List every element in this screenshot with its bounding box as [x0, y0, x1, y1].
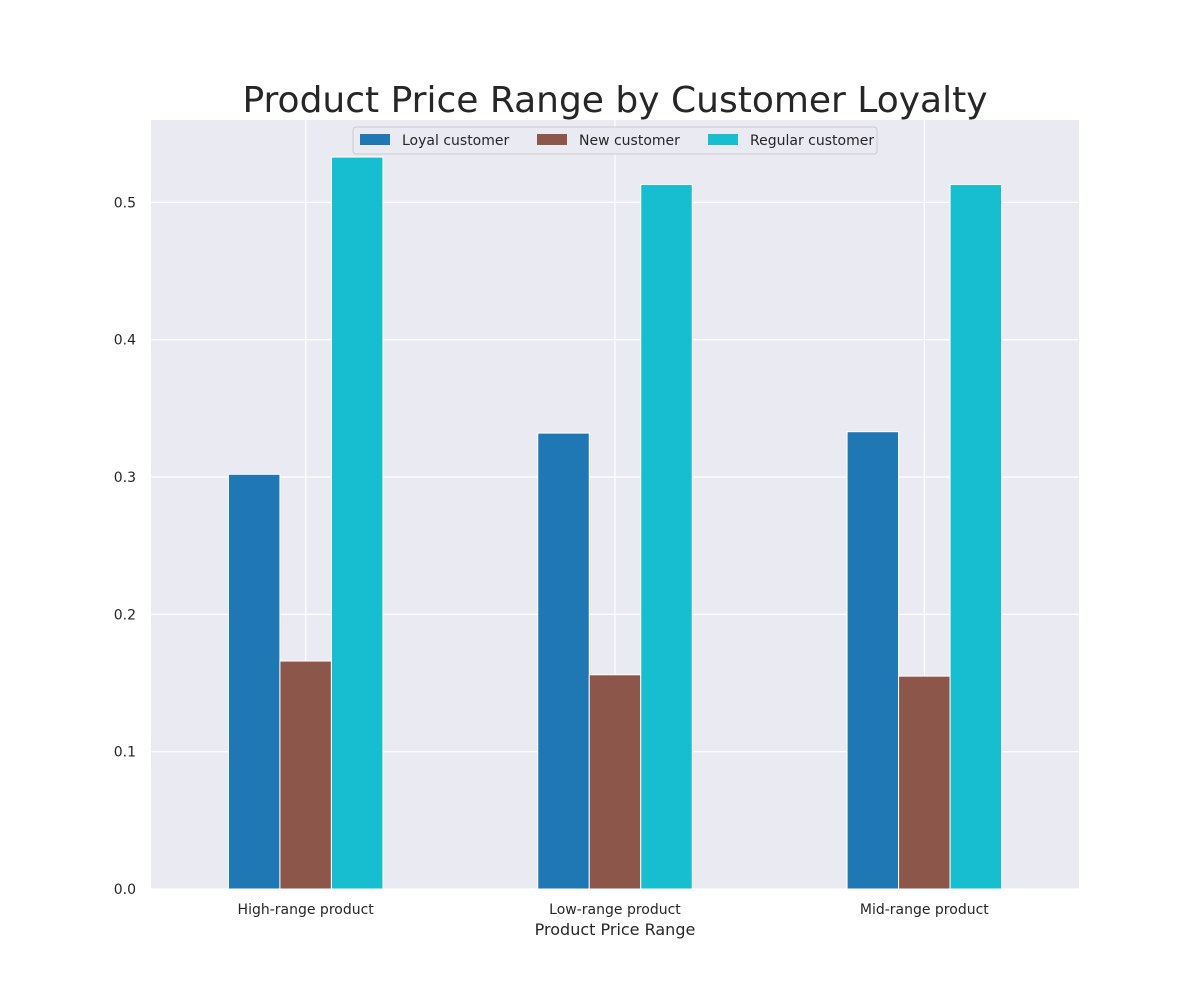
legend-label: Loyal customer — [402, 133, 509, 149]
y-tick-label: 0.4 — [114, 333, 136, 349]
bar-loyal-customer — [846, 431, 900, 890]
y-tick-label: 0.0 — [114, 882, 136, 898]
legend-swatch — [708, 134, 738, 145]
y-tick-label: 0.1 — [114, 745, 136, 761]
bar-loyal-customer — [227, 473, 281, 890]
legend-label: Regular customer — [750, 133, 874, 149]
y-tick-label: 0.3 — [114, 470, 136, 486]
bar-new-customer — [588, 674, 642, 890]
x-tick-label: High-range product — [238, 902, 375, 918]
bar-regular-customer — [640, 184, 693, 890]
chart-title: Product Price Range by Customer Loyalty — [242, 80, 987, 121]
bar-new-customer — [898, 675, 951, 890]
y-tick-label: 0.2 — [114, 607, 136, 623]
x-axis-ticks: High-range product Low-range product Mid-r… — [238, 902, 990, 918]
bar-regular-customer — [949, 184, 1003, 890]
x-axis-label: Product Price Range — [535, 920, 696, 939]
y-tick-label: 0.5 — [114, 195, 136, 211]
legend-swatch — [360, 134, 390, 145]
x-tick-label: Low-range product — [549, 902, 681, 918]
x-tick-label: Mid-range product — [860, 902, 989, 918]
legend-label: New customer — [579, 133, 680, 149]
bar-regular-customer — [330, 156, 384, 890]
legend-swatch — [537, 134, 567, 145]
bar-loyal-customer — [537, 432, 590, 890]
y-axis-ticks: 0.0 0.1 0.2 0.3 0.4 0.5 — [114, 195, 136, 898]
legend: Loyal customer New customer Regular custom… — [352, 126, 878, 155]
bar-new-customer — [279, 660, 332, 890]
legend-box — [352, 126, 878, 155]
bars — [227, 156, 1003, 890]
